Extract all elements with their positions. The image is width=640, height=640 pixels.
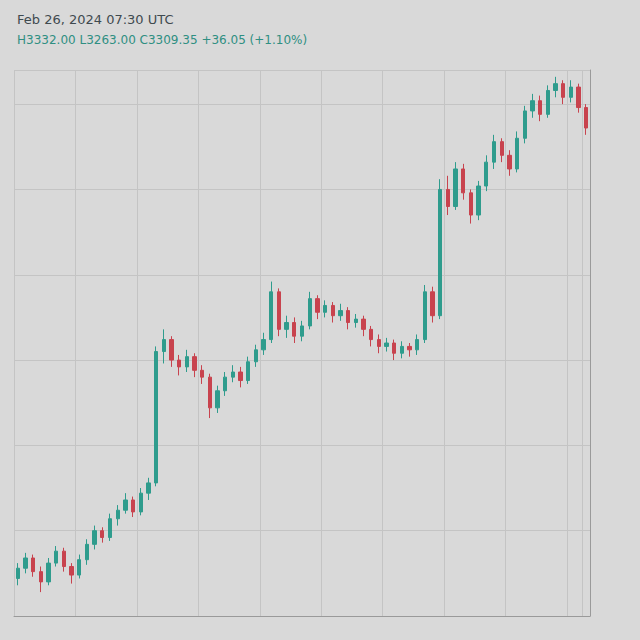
svg-text:Feb 26, 2024 07:30 UTC: Feb 26, 2024 07:30 UTC xyxy=(17,12,174,27)
svg-text:H3332.00 L3263.00 C3309.35 +36: H3332.00 L3263.00 C3309.35 +36.05 (+1.10… xyxy=(17,33,307,47)
